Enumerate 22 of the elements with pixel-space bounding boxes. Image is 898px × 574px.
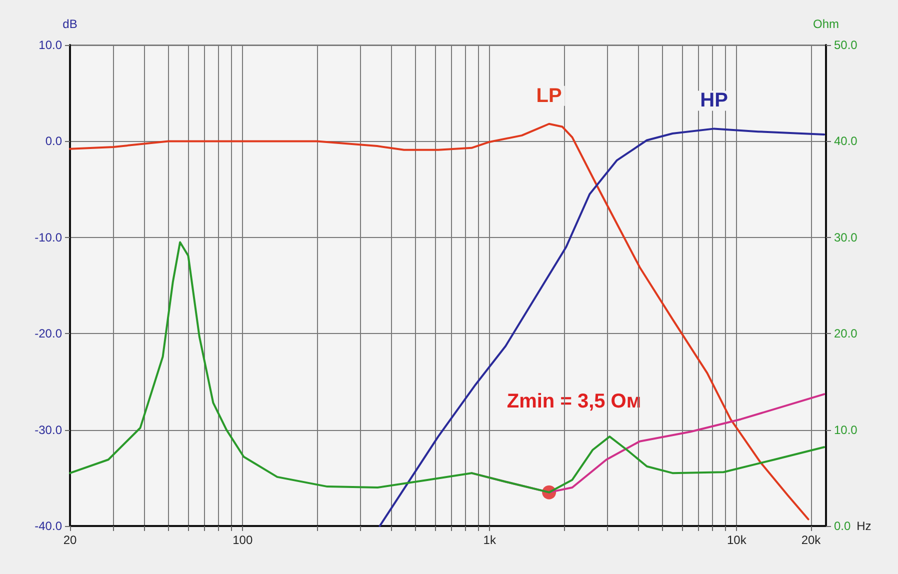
y-tick-label: -10.0	[34, 230, 62, 244]
series-label: HP	[700, 90, 728, 112]
x-axis-title: Hz	[856, 519, 872, 533]
y-tick-label: -30.0	[34, 422, 62, 437]
y2-tick-label: 0.0	[834, 519, 852, 533]
y-axis-title: dB	[62, 17, 78, 31]
x-tick-label: 20	[63, 533, 77, 547]
x-tick-label: 10k	[726, 533, 748, 547]
y2-tick-label: 10.0	[834, 422, 858, 437]
y2-tick-label: 30.0	[834, 230, 858, 244]
x-tick-label: 1k	[483, 533, 497, 547]
y2-tick-label: 50.0	[834, 38, 858, 52]
y-tick-label: -40.0	[34, 519, 62, 533]
x-tick-label: 100	[232, 533, 253, 547]
y-tick-label: -20.0	[34, 326, 62, 341]
y2-tick-label: 40.0	[834, 134, 858, 148]
y2-tick-label: 20.0	[834, 326, 858, 341]
y-tick-label: 10.0	[38, 38, 62, 52]
y2-axis-title: Ohm	[812, 17, 840, 31]
series-label: LP	[536, 84, 562, 107]
x-tick-label: 20k	[801, 533, 822, 547]
y-tick-label: 0.0	[45, 134, 62, 148]
